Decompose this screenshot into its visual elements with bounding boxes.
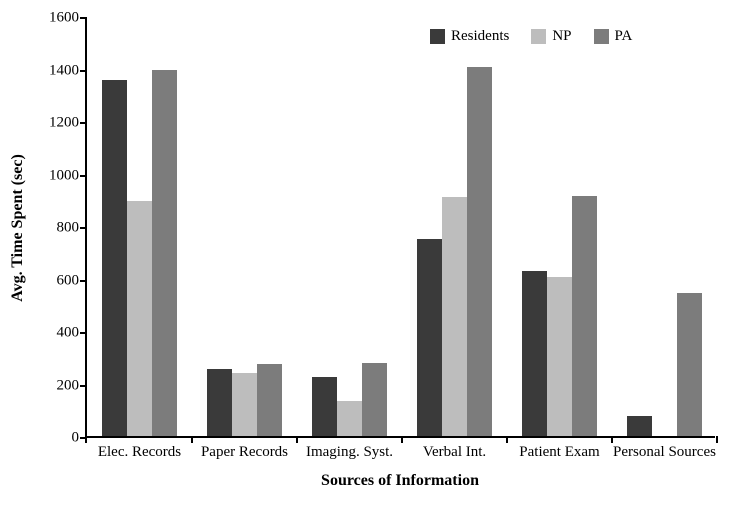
legend-label: NP bbox=[552, 28, 571, 45]
x-tick-mark bbox=[401, 436, 403, 443]
x-tick-label: Imaging. Syst. bbox=[306, 436, 393, 461]
x-tick-label: Paper Records bbox=[201, 436, 288, 461]
legend: Residents NP PA bbox=[430, 28, 632, 45]
grouped-bar-chart: Avg. Time Spent (sec) Sources of Informa… bbox=[0, 0, 750, 511]
y-tick-label: 1000 bbox=[49, 167, 87, 184]
x-tick-mark bbox=[191, 436, 193, 443]
y-tick-label: 800 bbox=[57, 220, 88, 237]
x-tick-mark bbox=[506, 436, 508, 443]
x-axis-title: Sources of Information bbox=[321, 472, 479, 490]
y-axis-title: Avg. Time Spent (sec) bbox=[9, 154, 27, 302]
legend-item-np: NP bbox=[531, 28, 571, 45]
bar-np bbox=[547, 277, 572, 436]
bar-residents bbox=[417, 239, 442, 436]
bar-residents bbox=[207, 369, 232, 436]
y-tick-label: 1600 bbox=[49, 10, 87, 27]
y-tick-label: 600 bbox=[57, 272, 88, 289]
legend-item-pa: PA bbox=[594, 28, 633, 45]
bar-np bbox=[442, 197, 467, 436]
bar-pa bbox=[677, 293, 702, 436]
bar-residents bbox=[627, 416, 652, 436]
bar-residents bbox=[102, 80, 127, 436]
bar-np bbox=[337, 401, 362, 436]
legend-label: PA bbox=[615, 28, 633, 45]
bar-residents bbox=[522, 271, 547, 436]
plot-area: 02004006008001000120014001600Elec. Recor… bbox=[85, 18, 715, 438]
x-tick-label: Patient Exam bbox=[519, 436, 599, 461]
x-tick-label: Personal Sources bbox=[613, 436, 716, 461]
bar-residents bbox=[312, 377, 337, 436]
y-tick-label: 1200 bbox=[49, 115, 87, 132]
bar-pa bbox=[257, 364, 282, 436]
legend-swatch-icon bbox=[594, 29, 609, 44]
bar-pa bbox=[572, 196, 597, 436]
legend-item-residents: Residents bbox=[430, 28, 509, 45]
x-tick-label: Verbal Int. bbox=[423, 436, 486, 461]
legend-label: Residents bbox=[451, 28, 509, 45]
bar-np bbox=[127, 201, 152, 436]
bar-np bbox=[232, 373, 257, 436]
y-tick-label: 1400 bbox=[49, 62, 87, 79]
bar-pa bbox=[362, 363, 387, 437]
y-tick-label: 400 bbox=[57, 325, 88, 342]
x-tick-mark bbox=[296, 436, 298, 443]
x-tick-mark bbox=[716, 436, 718, 443]
y-tick-label: 200 bbox=[57, 377, 88, 394]
bar-pa bbox=[467, 67, 492, 436]
legend-swatch-icon bbox=[430, 29, 445, 44]
x-tick-mark bbox=[85, 436, 87, 443]
bar-pa bbox=[152, 70, 177, 436]
legend-swatch-icon bbox=[531, 29, 546, 44]
x-tick-label: Elec. Records bbox=[98, 436, 181, 461]
